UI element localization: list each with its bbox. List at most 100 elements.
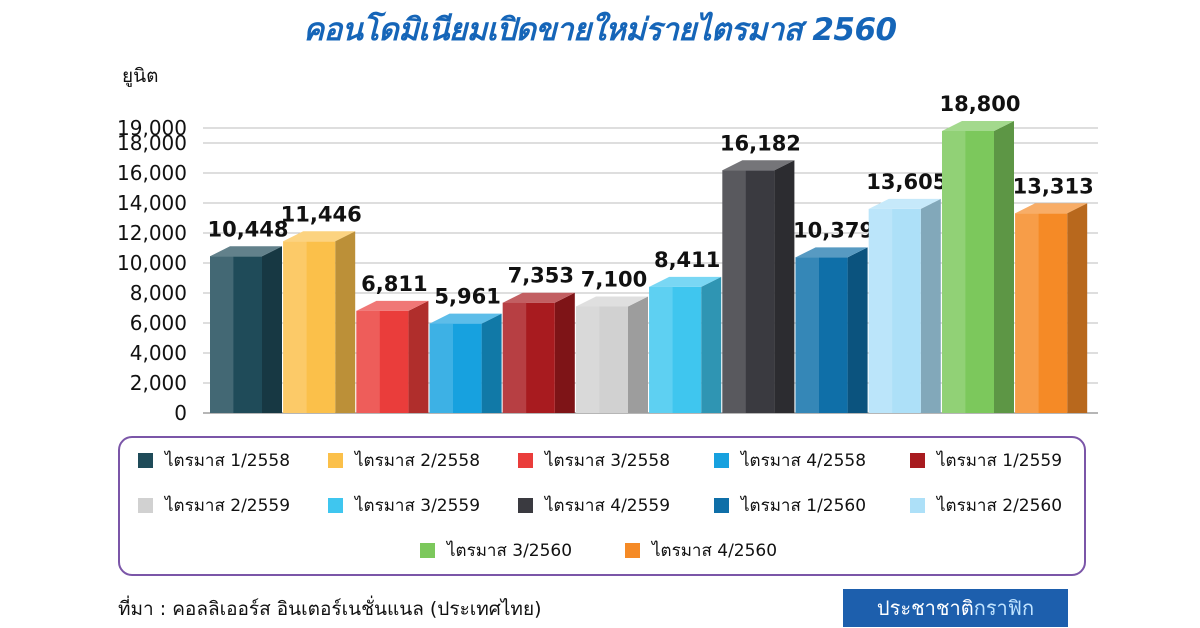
bar-side <box>1067 203 1088 413</box>
bar-top <box>649 276 722 287</box>
legend-label: ไตรมาส 2/2558 <box>355 450 481 471</box>
legend-label: ไตรมาส 4/2560 <box>652 540 778 561</box>
data-label: 18,800 <box>939 92 1020 116</box>
bar-side <box>847 247 868 413</box>
legend-swatch <box>138 497 153 513</box>
bar-highlight <box>210 256 234 413</box>
legend-item: ไตรมาส 2/2558 <box>328 448 480 472</box>
legend-swatch <box>910 497 925 513</box>
y-tick-label: 18,000 <box>117 131 187 155</box>
data-label: 13,605 <box>866 170 947 194</box>
y-tick-label: 6,000 <box>130 311 187 335</box>
legend-item: ไตรมาส 4/2560 <box>625 538 777 562</box>
data-label: 16,182 <box>720 131 801 155</box>
legend-swatch <box>625 542 640 558</box>
legend-label: ไตรมาส 4/2559 <box>545 495 671 516</box>
bar-side <box>335 231 356 413</box>
bar-highlight <box>942 131 966 413</box>
data-label: 7,353 <box>508 264 574 288</box>
legend-label: ไตรมาส 3/2560 <box>447 540 573 561</box>
bar-top <box>356 300 429 311</box>
source-note: ที่มา : คอลลิเออร์ส อินเตอร์เนชั่นแนล (ป… <box>118 598 542 620</box>
data-label: 5,961 <box>434 285 500 309</box>
bar-top <box>942 121 1014 131</box>
brand-name-main: ประชาชาติ <box>876 596 974 620</box>
legend-label: ไตรมาส 2/2559 <box>165 495 291 516</box>
chart-title: คอนโดมิเนียมเปิดขายใหม่รายไตรมาส 2560 <box>303 12 897 48</box>
bar-top <box>502 292 575 303</box>
y-tick-label: 12,000 <box>117 221 187 245</box>
legend-item: ไตรมาส 3/2560 <box>420 538 572 562</box>
bar-side <box>481 313 502 413</box>
bar-highlight <box>429 323 453 413</box>
legend-label: ไตรมาส 4/2558 <box>741 450 867 471</box>
legend-label: ไตรมาส 2/2560 <box>937 495 1063 516</box>
y-tick-label: 10,000 <box>117 251 187 275</box>
bar-top <box>283 231 356 242</box>
legend-swatch <box>518 497 533 513</box>
legend-swatch <box>518 452 533 468</box>
bar-highlight <box>283 241 307 413</box>
bar-side <box>628 296 648 413</box>
bar-highlight <box>649 286 673 413</box>
legend-item: ไตรมาส 4/2558 <box>714 448 866 472</box>
data-label: 11,446 <box>281 202 362 226</box>
bar-side <box>262 246 282 413</box>
bar-highlight <box>1015 213 1039 413</box>
legend-swatch <box>910 452 925 468</box>
y-tick-label: 8,000 <box>130 281 187 305</box>
legend-item: ไตรมาส 3/2558 <box>518 448 670 472</box>
legend-swatch <box>420 542 435 558</box>
y-tick-label: 16,000 <box>117 161 187 185</box>
legend-item: ไตรมาส 3/2559 <box>328 493 480 517</box>
data-label: 8,411 <box>654 248 720 272</box>
legend-item: ไตรมาส 2/2560 <box>910 493 1062 517</box>
legend-label: ไตรมาส 1/2559 <box>937 450 1063 471</box>
bar-top <box>429 313 502 324</box>
data-label: 10,448 <box>207 217 288 241</box>
bar-side <box>554 292 575 413</box>
bar-highlight <box>502 302 527 413</box>
legend-swatch <box>714 452 729 468</box>
legend-swatch <box>714 497 729 513</box>
data-label: 6,811 <box>361 272 427 296</box>
y-tick-label: 0 <box>174 401 187 425</box>
legend-item: ไตรมาส 4/2559 <box>518 493 670 517</box>
bar-highlight <box>722 170 746 413</box>
data-label: 13,313 <box>1013 174 1094 198</box>
y-tick-label: 2,000 <box>130 371 187 395</box>
bar-top <box>210 246 282 257</box>
y-axis-label: ยูนิต <box>122 65 158 87</box>
y-tick-label: 4,000 <box>130 341 187 365</box>
bar-top <box>576 296 648 307</box>
bar-highlight <box>868 208 893 413</box>
legend-item: ไตรมาส 1/2558 <box>138 448 290 472</box>
legend: ไตรมาส 1/2558 ไตรมาส 2/2558 ไตรมาส 3/2558 ไ… <box>118 436 1086 576</box>
bar-top <box>795 247 868 258</box>
legend-label: ไตรมาส 3/2559 <box>355 495 481 516</box>
bar-side <box>774 160 795 413</box>
legend-item: ไตรมาส 2/2559 <box>138 493 290 517</box>
bar-highlight <box>576 306 600 413</box>
bar-side <box>994 121 1014 413</box>
brand-name-accent: กราฟิก <box>973 596 1035 620</box>
bar-top <box>868 198 941 209</box>
bar-highlight <box>356 310 380 413</box>
bar-top <box>722 160 795 171</box>
data-label: 7,100 <box>581 268 647 292</box>
bar-side <box>408 300 429 413</box>
legend-label: ไตรมาส 3/2558 <box>545 450 671 471</box>
y-tick-label: 14,000 <box>117 191 187 215</box>
legend-item: ไตรมาส 1/2560 <box>714 493 866 517</box>
bar-highlight <box>795 257 819 413</box>
bar-top <box>1015 203 1088 214</box>
legend-item: ไตรมาส 1/2559 <box>910 448 1062 472</box>
legend-swatch <box>328 497 343 513</box>
y-tick-label: 19,000 <box>117 116 187 140</box>
legend-label: ไตรมาส 1/2558 <box>165 450 291 471</box>
bar-side <box>920 198 941 413</box>
brand-logo: ประชาชาติ กราฟิก <box>843 589 1068 627</box>
legend-label: ไตรมาส 1/2560 <box>741 495 867 516</box>
data-label: 10,379 <box>793 218 874 242</box>
